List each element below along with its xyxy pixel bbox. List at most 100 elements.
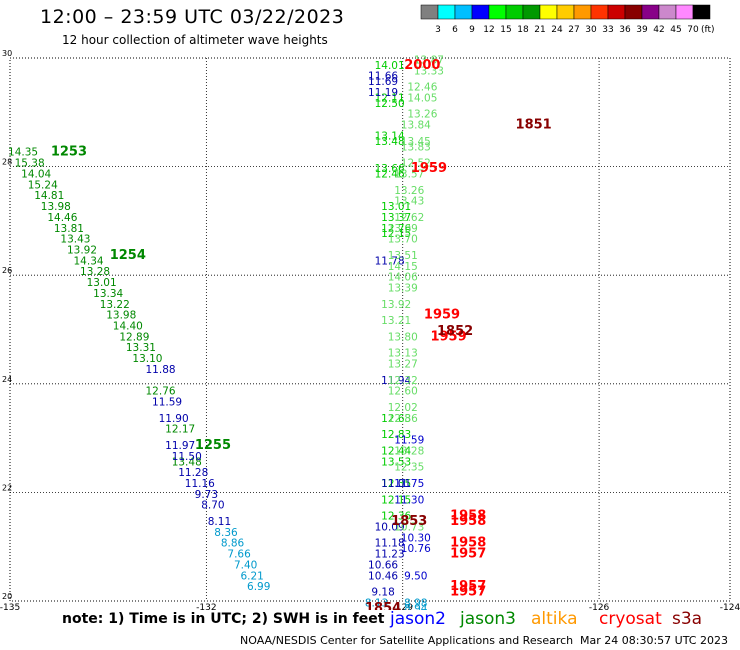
swh-value-label: 13.37: [381, 212, 411, 224]
swh-value-label: 8.11: [208, 516, 231, 528]
swh-value-label: 11.50: [172, 451, 202, 463]
colorbar-label: 6: [452, 25, 458, 35]
swh-value-label: 14.40: [113, 321, 143, 333]
wave-height-plot: -135-132-129-126-123-12420222426283014.3…: [0, 49, 740, 610]
colorbar-label: 30: [585, 25, 597, 35]
swh-value-label: 12.89: [119, 331, 149, 343]
pass-time-label: 1958: [450, 509, 486, 524]
swh-value-label: 10.66: [368, 559, 398, 571]
swh-value-label: 10.09: [375, 521, 405, 533]
swh-value-label: 11.18: [375, 538, 405, 550]
swh-value-label: 12.32: [388, 375, 418, 387]
swh-value-label: 13.80: [388, 331, 418, 343]
swh-value-label: 12.46: [407, 82, 437, 94]
swh-value-label: 11.28: [178, 467, 208, 479]
swh-value-label: 11.16: [185, 478, 215, 490]
y-tick-label: 22: [2, 483, 12, 492]
pass-time-label: 1959: [430, 329, 466, 344]
y-tick-label: 24: [2, 375, 12, 384]
swh-value-label: 12.11: [375, 92, 405, 104]
swh-value-label: 9.73: [195, 489, 218, 501]
swh-value-label: 13.98: [106, 310, 136, 322]
swh-value-label: 11.94: [381, 375, 411, 387]
swh-value-label: 13.39: [388, 282, 418, 294]
swh-value-label: 15.24: [28, 179, 58, 191]
swh-value-label: 11.78: [375, 255, 405, 267]
legend-item-s3a: s3a: [672, 609, 703, 629]
swh-value-label: 11.97: [165, 440, 195, 452]
swh-value-label: 13.98: [41, 201, 71, 213]
swh-value-label: 11.75: [394, 478, 424, 490]
colorbar-unit: (ft): [701, 25, 715, 35]
swh-value-label: 10.76: [401, 543, 431, 555]
swh-value-label: 13.92: [381, 299, 411, 311]
x-tick-label: -135: [0, 603, 20, 610]
colorbar-label: 3: [435, 25, 441, 35]
swh-value-label: 13.53: [381, 456, 411, 468]
legend-item-jason2: jason2: [390, 609, 446, 629]
swh-value-label: 13.01: [87, 277, 117, 289]
swh-value-label: 13.43: [394, 196, 424, 208]
y-tick-label: 28: [2, 158, 12, 167]
swh-value-label: 11.30: [394, 494, 424, 506]
swh-value-label: 12.76: [146, 386, 176, 398]
swh-value-label: 12.44: [381, 445, 411, 457]
pass-time-label: 1958: [450, 536, 486, 551]
pass-time-label: 1957: [450, 579, 486, 594]
footer-credit: NOAA/NESDIS Center for Satellite Applica…: [240, 634, 574, 647]
footer-note: note: 1) Time is in UTC; 2) SWH is in fe…: [62, 611, 385, 627]
colorbar-label: 21: [534, 25, 545, 35]
swh-value-label: 13.21: [381, 315, 411, 327]
swh-value-label: 11.88: [146, 364, 176, 376]
swh-value-label: 13.43: [60, 234, 90, 246]
pass-time-label: 1255: [195, 438, 231, 453]
swh-value-label: 12.83: [381, 429, 411, 441]
swh-value-label: 13.70: [388, 234, 418, 246]
colorbar-label: 15: [500, 25, 511, 35]
swh-value-label: 6.21: [240, 570, 263, 582]
swh-value-label: 13.31: [126, 342, 156, 354]
swh-value-label: 10.30: [401, 532, 431, 544]
swh-value-label: 10.46: [368, 570, 398, 582]
swh-value-label: 11.66: [368, 71, 398, 83]
colorbar-label: 39: [636, 25, 648, 35]
swh-value-label: 11.69: [368, 76, 398, 88]
swh-value-label: 8.70: [201, 500, 224, 512]
swh-value-label: 13.66: [375, 163, 405, 175]
colorbar-label: 27: [568, 25, 579, 35]
swh-value-label: 13.45: [401, 136, 431, 148]
swh-value-label: 13.22: [100, 299, 130, 311]
swh-value-label: 13.92: [67, 244, 97, 256]
swh-value-label: 12.46: [375, 168, 405, 180]
y-tick-label: 26: [2, 266, 12, 275]
swh-value-label: 8.36: [214, 527, 238, 539]
colorbar-label: 12: [483, 25, 494, 35]
y-tick-label: 20: [2, 592, 12, 601]
pass-time-label: 1957: [450, 585, 486, 600]
swh-value-label: 12.60: [388, 386, 418, 398]
swh-value-label: 13.83: [401, 141, 431, 153]
swh-value-label: 13.57: [394, 168, 424, 180]
swh-value-label: 13.33: [414, 65, 444, 77]
swh-value-label: 12.15: [381, 228, 411, 240]
swh-value-label: 13.34: [93, 288, 123, 300]
swh-value-label: 7.66: [227, 549, 251, 561]
swh-value-label: 12.76: [381, 223, 411, 235]
swh-value-label: 9.18: [371, 587, 394, 599]
swh-value-label: 9.50: [404, 570, 427, 582]
swh-value-label: 13.87: [414, 54, 444, 66]
colorbar-label: 33: [602, 25, 613, 35]
page-title: 12:00 – 23:59 UTC 03/22/2023: [40, 6, 345, 28]
swh-value-label: 14.15: [388, 261, 418, 273]
pass-time-label: 1959: [411, 161, 447, 176]
swh-value-label: 14.81: [34, 190, 64, 202]
colorbar-label: 42: [653, 25, 664, 35]
swh-value-label: 14.04: [21, 168, 51, 180]
swh-value-label: 8.13: [365, 597, 388, 609]
swh-value-label: 13.14: [375, 130, 405, 142]
swh-value-label: 12.17: [165, 424, 195, 436]
swh-value-label: 13.26: [394, 185, 424, 197]
page-subtitle: 12 hour collection of altimeter wave hei…: [62, 33, 328, 47]
x-tick-label: -132: [196, 603, 216, 610]
